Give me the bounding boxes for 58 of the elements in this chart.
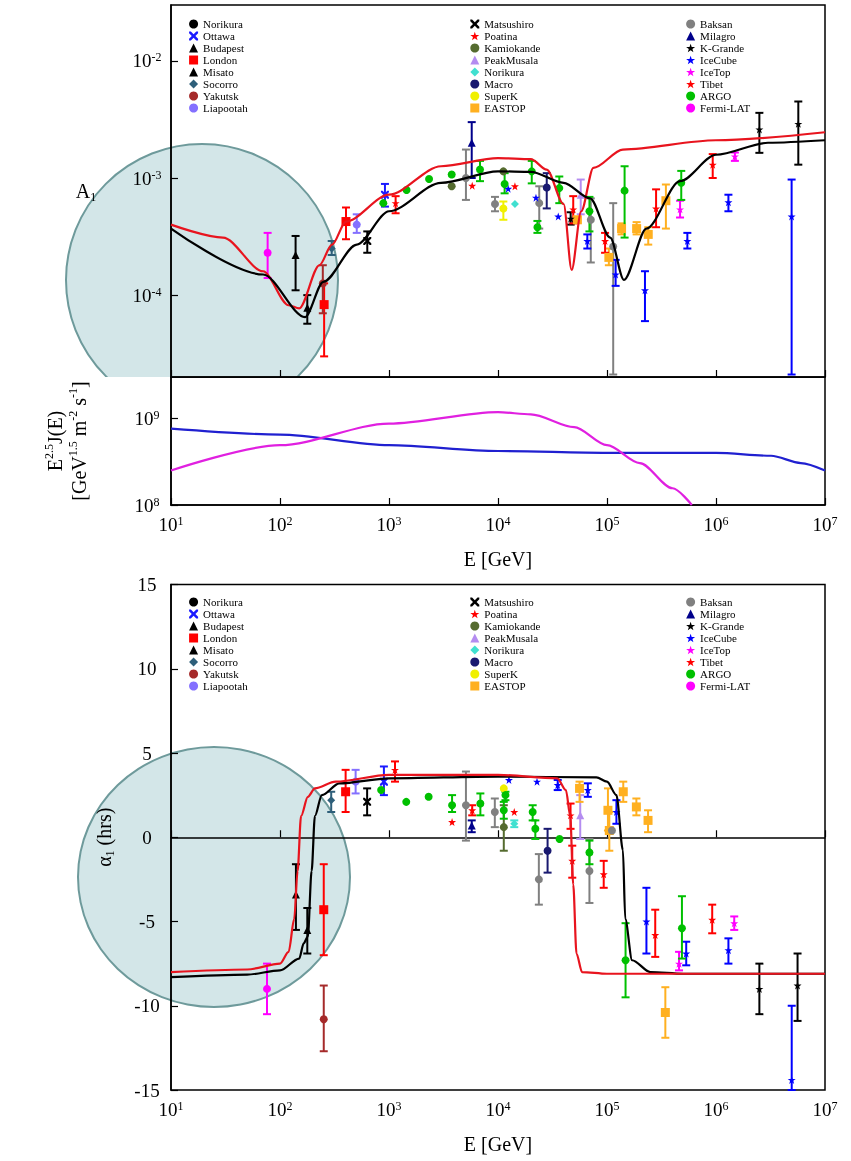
legend-label: Tibet — [700, 78, 723, 90]
legend-label: London — [203, 54, 238, 66]
x-axis-title: E [GeV] — [463, 1133, 533, 1155]
legend-label: Fermi-LAT — [700, 680, 751, 692]
legend-label: Poatina — [484, 608, 518, 620]
legend-label: Kamiokande — [484, 620, 541, 632]
legend-label: SuperK — [484, 90, 518, 102]
legend-label: Tibet — [700, 656, 723, 668]
legend-label: Norikura — [484, 66, 525, 78]
legend-label: Socorro — [203, 78, 239, 90]
legend-label: Matsushiro — [484, 596, 535, 608]
legend-label: Macro — [484, 656, 514, 668]
legend-label: PeakMusala — [484, 632, 539, 644]
legend-label: Liapootah — [203, 680, 249, 692]
legend-label: London — [203, 632, 238, 644]
legend-label: Norikura — [203, 596, 243, 608]
legend-label: Ottawa — [203, 608, 235, 620]
legend-label: Norikura — [203, 18, 243, 30]
legend-label: Budapest — [203, 620, 245, 632]
y-tick-label: 0 — [142, 826, 152, 848]
legend-label: Misato — [203, 644, 235, 656]
y-tick-label: -10 — [134, 995, 160, 1017]
y-tick-label: -15 — [134, 1079, 160, 1101]
legend-label: Budapest — [203, 42, 245, 54]
legend-label: PeakMusala — [484, 54, 539, 66]
legend-label: ARGO — [700, 90, 732, 102]
y-tick-label: 15 — [137, 574, 157, 595]
legend-label: Macro — [484, 78, 514, 90]
legend-label: IceCube — [700, 632, 737, 644]
legend-label: Milagro — [700, 30, 737, 42]
legend-label: Baksan — [700, 18, 733, 30]
legend-label: K-Grande — [700, 42, 745, 54]
legend-label: EASTOP — [484, 102, 526, 114]
legend-label: Liapootah — [203, 102, 249, 114]
legend-label: SuperK — [484, 668, 518, 680]
legend-label: Yakutsk — [203, 90, 240, 102]
y-axis-title: α1 (hrs) — [93, 807, 117, 867]
legend-label: Misato — [203, 66, 235, 78]
legend-label: Kamiokande — [484, 42, 541, 54]
legend-label: ARGO — [700, 668, 732, 680]
y-tick-label: 10 — [137, 658, 157, 680]
legend-label: Poatina — [484, 30, 518, 42]
legend-label: IceTop — [700, 644, 731, 656]
legend-label: Socorro — [203, 656, 239, 668]
legend-label: IceTop — [700, 66, 731, 78]
legend-label: Norikura — [484, 644, 525, 656]
legend-label: Fermi-LAT — [700, 102, 751, 114]
legend-label: EASTOP — [484, 680, 526, 692]
legend-label: Baksan — [700, 596, 733, 608]
y-tick-label: -5 — [139, 911, 155, 932]
legend-label: Ottawa — [203, 30, 235, 42]
legend-label: K-Grande — [700, 620, 745, 632]
x-axis-title: E [GeV] — [463, 548, 533, 570]
legend-label: Yakutsk — [203, 668, 240, 680]
legend-label: IceCube — [700, 54, 737, 66]
y-tick-label: 5 — [142, 742, 152, 764]
legend-label: Milagro — [700, 608, 737, 620]
legend-label: Matsushiro — [484, 18, 535, 30]
